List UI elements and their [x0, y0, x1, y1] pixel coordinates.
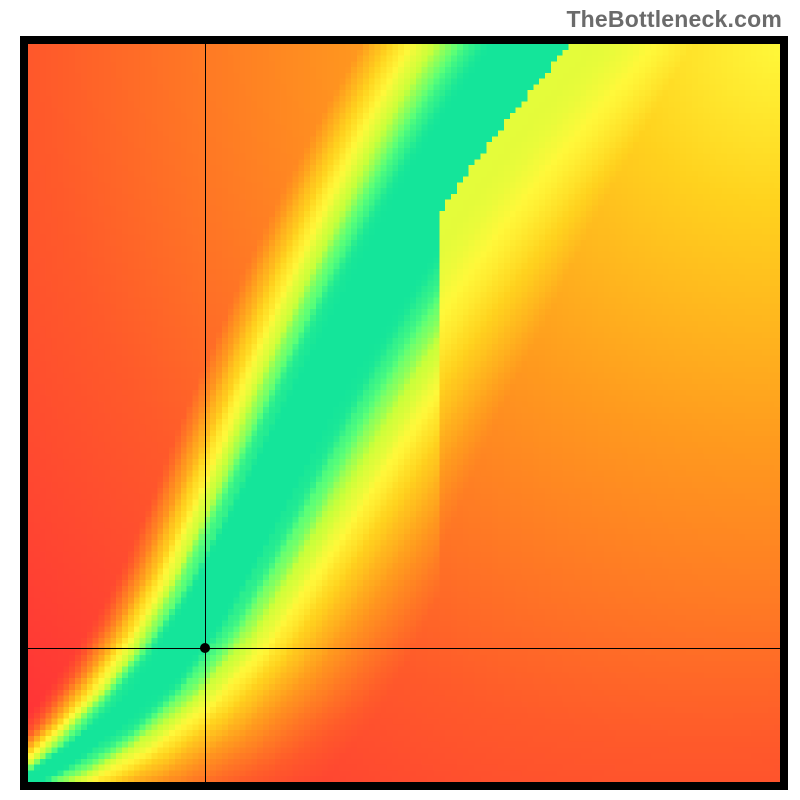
- plot-area: [28, 44, 780, 782]
- root-container: TheBottleneck.com: [0, 0, 800, 800]
- watermark-text: TheBottleneck.com: [566, 6, 782, 33]
- heatmap-canvas: [28, 44, 780, 782]
- crosshair-marker-dot: [200, 643, 210, 653]
- crosshair-horizontal: [28, 648, 780, 649]
- crosshair-vertical: [205, 44, 206, 782]
